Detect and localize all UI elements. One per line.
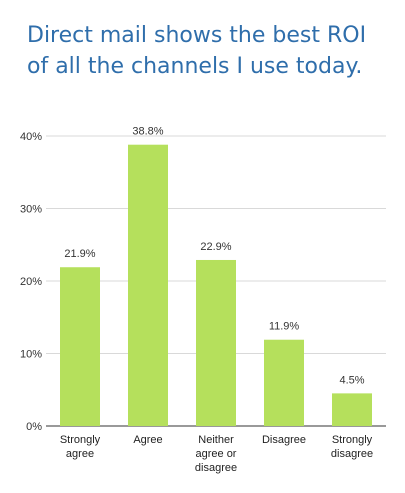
x-tick-label: agree <box>66 448 94 460</box>
data-label: 4.5% <box>339 374 364 386</box>
data-label: 22.9% <box>200 241 231 253</box>
bar <box>196 259 236 426</box>
bar <box>332 393 372 426</box>
data-label: 21.9% <box>64 248 95 260</box>
y-tick-label: 10% <box>20 349 42 361</box>
data-label: 38.8% <box>132 126 163 138</box>
chart-title: Direct mail shows the best ROI of all th… <box>27 20 387 82</box>
x-tick-label: agree or <box>196 448 237 460</box>
bar <box>128 144 168 426</box>
y-tick-label: 30% <box>20 204 42 216</box>
y-tick-label: 0% <box>26 421 42 433</box>
x-tick-label: Disagree <box>262 434 306 446</box>
data-label: 11.9% <box>269 321 300 333</box>
x-tick-label: disagree <box>331 448 373 460</box>
x-tick-label: Strongly <box>332 434 373 446</box>
chart-title-line-1: Direct mail shows the best ROI <box>27 23 367 48</box>
bar <box>60 267 100 426</box>
x-tick-label: disagree <box>195 462 237 474</box>
x-tick-label: Agree <box>133 434 162 446</box>
bar <box>264 339 304 426</box>
x-tick-label: Strongly <box>60 434 101 446</box>
chart-title-line-2: of all the channels I use today. <box>27 54 363 79</box>
y-tick-label: 20% <box>20 276 42 288</box>
y-tick-label: 40% <box>20 131 42 143</box>
x-tick-label: Neither <box>198 434 234 446</box>
